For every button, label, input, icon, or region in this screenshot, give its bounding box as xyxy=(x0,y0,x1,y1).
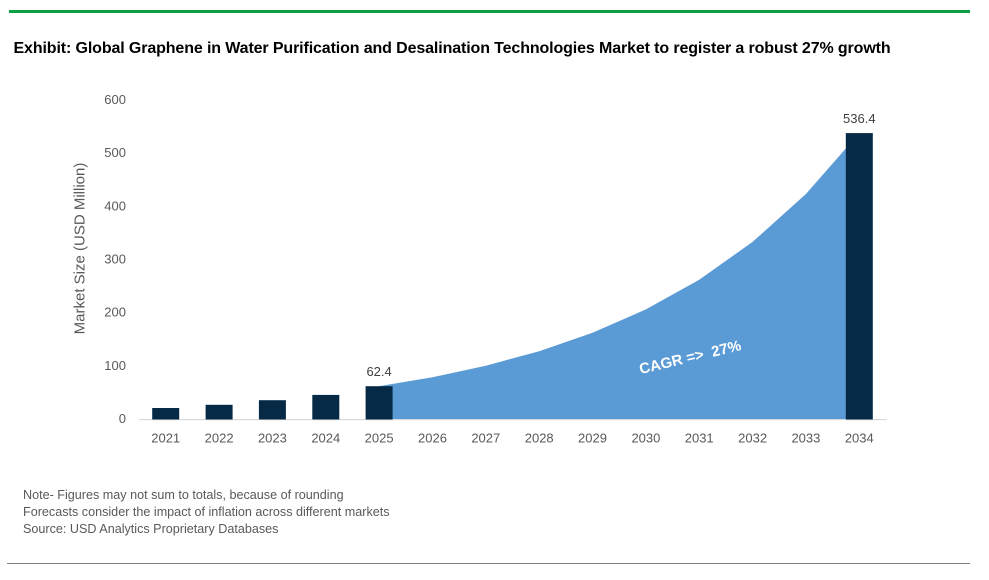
svg-text:Market Size (USD Million): Market Size (USD Million) xyxy=(71,163,88,335)
svg-text:536.4: 536.4 xyxy=(843,111,876,126)
svg-text:600: 600 xyxy=(104,92,126,107)
svg-text:2029: 2029 xyxy=(578,431,607,446)
svg-text:400: 400 xyxy=(104,198,126,213)
svg-text:500: 500 xyxy=(104,145,126,160)
svg-text:2022: 2022 xyxy=(205,431,234,446)
svg-text:2027: 2027 xyxy=(471,431,500,446)
svg-text:2032: 2032 xyxy=(738,431,767,446)
svg-text:100: 100 xyxy=(104,358,126,373)
svg-text:300: 300 xyxy=(104,252,126,267)
svg-text:2023: 2023 xyxy=(258,431,287,446)
svg-text:2031: 2031 xyxy=(685,431,714,446)
svg-text:2025: 2025 xyxy=(365,431,394,446)
svg-text:2033: 2033 xyxy=(791,431,820,446)
svg-text:2028: 2028 xyxy=(525,431,554,446)
svg-text:2026: 2026 xyxy=(418,431,447,446)
svg-text:2021: 2021 xyxy=(151,431,180,446)
svg-text:2030: 2030 xyxy=(631,431,660,446)
svg-text:0: 0 xyxy=(119,411,126,426)
svg-text:2024: 2024 xyxy=(311,431,340,446)
svg-text:2034: 2034 xyxy=(845,431,874,446)
svg-text:62.4: 62.4 xyxy=(366,364,391,379)
svg-text:200: 200 xyxy=(104,305,126,320)
